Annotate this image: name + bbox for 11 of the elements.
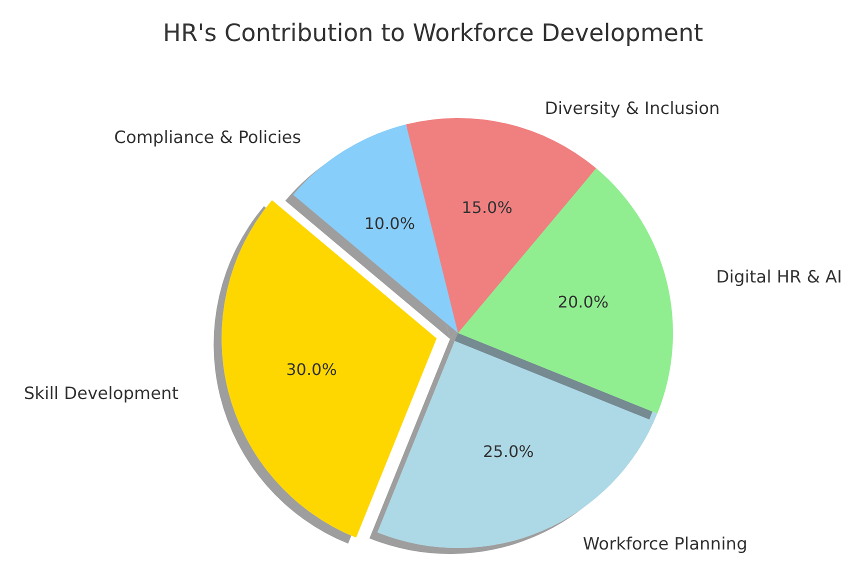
slice-label: Compliance & Policies bbox=[114, 128, 302, 148]
slice-label: Diversity & Inclusion bbox=[544, 98, 720, 119]
slice-label: Digital HR & AI bbox=[716, 267, 842, 288]
slice-label: Workforce Planning bbox=[582, 534, 748, 555]
chart-title: HR's Contribution to Workforce Development bbox=[162, 19, 704, 47]
data-label: 20.0% bbox=[558, 292, 609, 312]
slice-label: Skill Development bbox=[24, 384, 179, 404]
data-label: 15.0% bbox=[462, 198, 512, 217]
data-label: 30.0% bbox=[286, 360, 337, 380]
data-label: 10.0% bbox=[364, 214, 416, 234]
data-label: 25.0% bbox=[482, 442, 534, 462]
